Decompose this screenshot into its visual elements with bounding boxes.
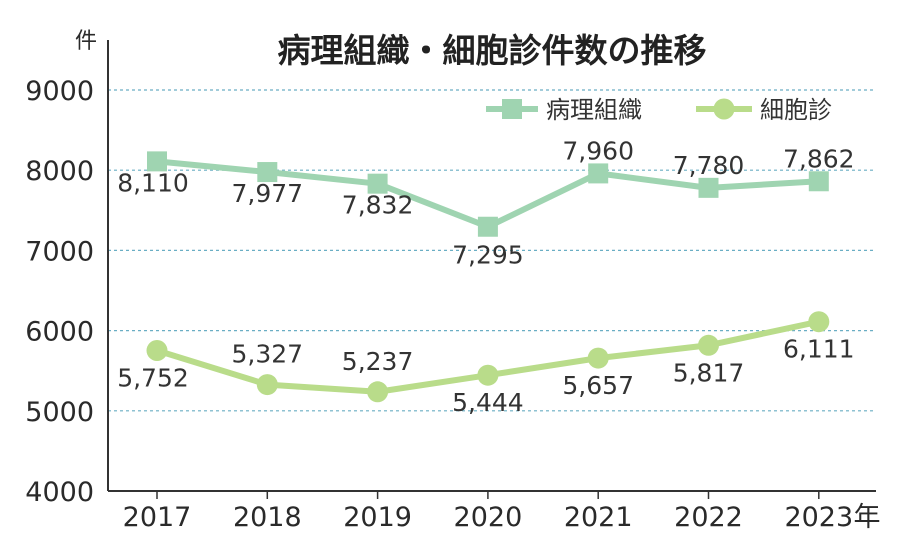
marker-cytology-2023 xyxy=(808,311,830,333)
data-label-cytology-2021: 5,657 xyxy=(562,371,634,400)
data-label-cytology-2019: 5,237 xyxy=(342,347,414,376)
x-axis-unit-label: 年 xyxy=(854,502,881,533)
axes xyxy=(107,40,876,499)
data-label-cytology-2020: 5,444 xyxy=(452,388,524,417)
marker-pathology-2023 xyxy=(808,171,829,192)
marker-pathology-2018 xyxy=(257,162,278,183)
y-tick-label-6000: 6000 xyxy=(25,317,94,348)
y-tick-label-4000: 4000 xyxy=(25,477,94,508)
x-tick-label-2023: 2023 xyxy=(784,502,853,533)
x-tick-label-2020: 2020 xyxy=(454,502,523,533)
legend-label-cytology: 細胞診 xyxy=(760,96,832,124)
tick-labels: 4000 5000 6000 7000 8000 9000 2017 2018 2019 2020… xyxy=(25,76,853,533)
legend-marker-pathology xyxy=(502,99,522,119)
data-label-cytology-2023: 6,111 xyxy=(783,335,855,364)
data-label-pathology-2021: 7,960 xyxy=(562,136,634,165)
marker-cytology-2017 xyxy=(146,339,168,361)
marker-pathology-2022 xyxy=(698,177,719,198)
x-tick-label-2018: 2018 xyxy=(233,502,302,533)
data-label-cytology-2017: 5,752 xyxy=(117,363,189,392)
x-tick-label-2022: 2022 xyxy=(674,502,743,533)
x-tick-label-2019: 2019 xyxy=(343,502,412,533)
marker-pathology-2020 xyxy=(477,216,498,237)
marker-pathology-2019 xyxy=(367,173,388,194)
data-label-pathology-2023: 7,862 xyxy=(783,144,855,173)
marker-cytology-2018 xyxy=(256,374,278,396)
data-label-pathology-2018: 7,977 xyxy=(232,179,304,208)
marker-pathology-2017 xyxy=(147,151,167,172)
chart-title: 病理組織・細胞診件数の推移 xyxy=(278,31,707,70)
marker-cytology-2020 xyxy=(477,364,499,386)
marker-cytology-2019 xyxy=(367,381,389,403)
data-label-pathology-2019: 7,832 xyxy=(342,191,414,220)
y-tick-label-7000: 7000 xyxy=(25,236,94,267)
y-tick-label-5000: 5000 xyxy=(25,397,94,428)
x-tick-label-2021: 2021 xyxy=(564,502,633,533)
legend: 病理組織 細胞診 xyxy=(486,96,832,124)
data-labels: 8,110 7,977 7,832 7,295 7,960 7,780 7,862 5,752… xyxy=(117,136,854,417)
series-lines xyxy=(146,151,830,403)
marker-cytology-2021 xyxy=(587,347,609,369)
data-label-pathology-2020: 7,295 xyxy=(452,241,524,270)
y-tick-label-8000: 8000 xyxy=(25,156,94,187)
marker-pathology-2021 xyxy=(588,163,609,184)
marker-cytology-2022 xyxy=(698,334,719,356)
data-label-pathology-2022: 7,780 xyxy=(673,151,745,180)
data-label-cytology-2022: 5,817 xyxy=(673,358,745,387)
data-label-pathology-2017: 8,110 xyxy=(117,168,189,197)
legend-label-pathology: 病理組織 xyxy=(546,96,642,124)
y-axis-unit-label: 件 xyxy=(75,29,97,54)
data-label-cytology-2018: 5,327 xyxy=(232,340,304,369)
x-tick-label-2017: 2017 xyxy=(123,502,192,533)
y-tick-label-9000: 9000 xyxy=(25,76,94,107)
legend-marker-cytology xyxy=(713,98,735,120)
